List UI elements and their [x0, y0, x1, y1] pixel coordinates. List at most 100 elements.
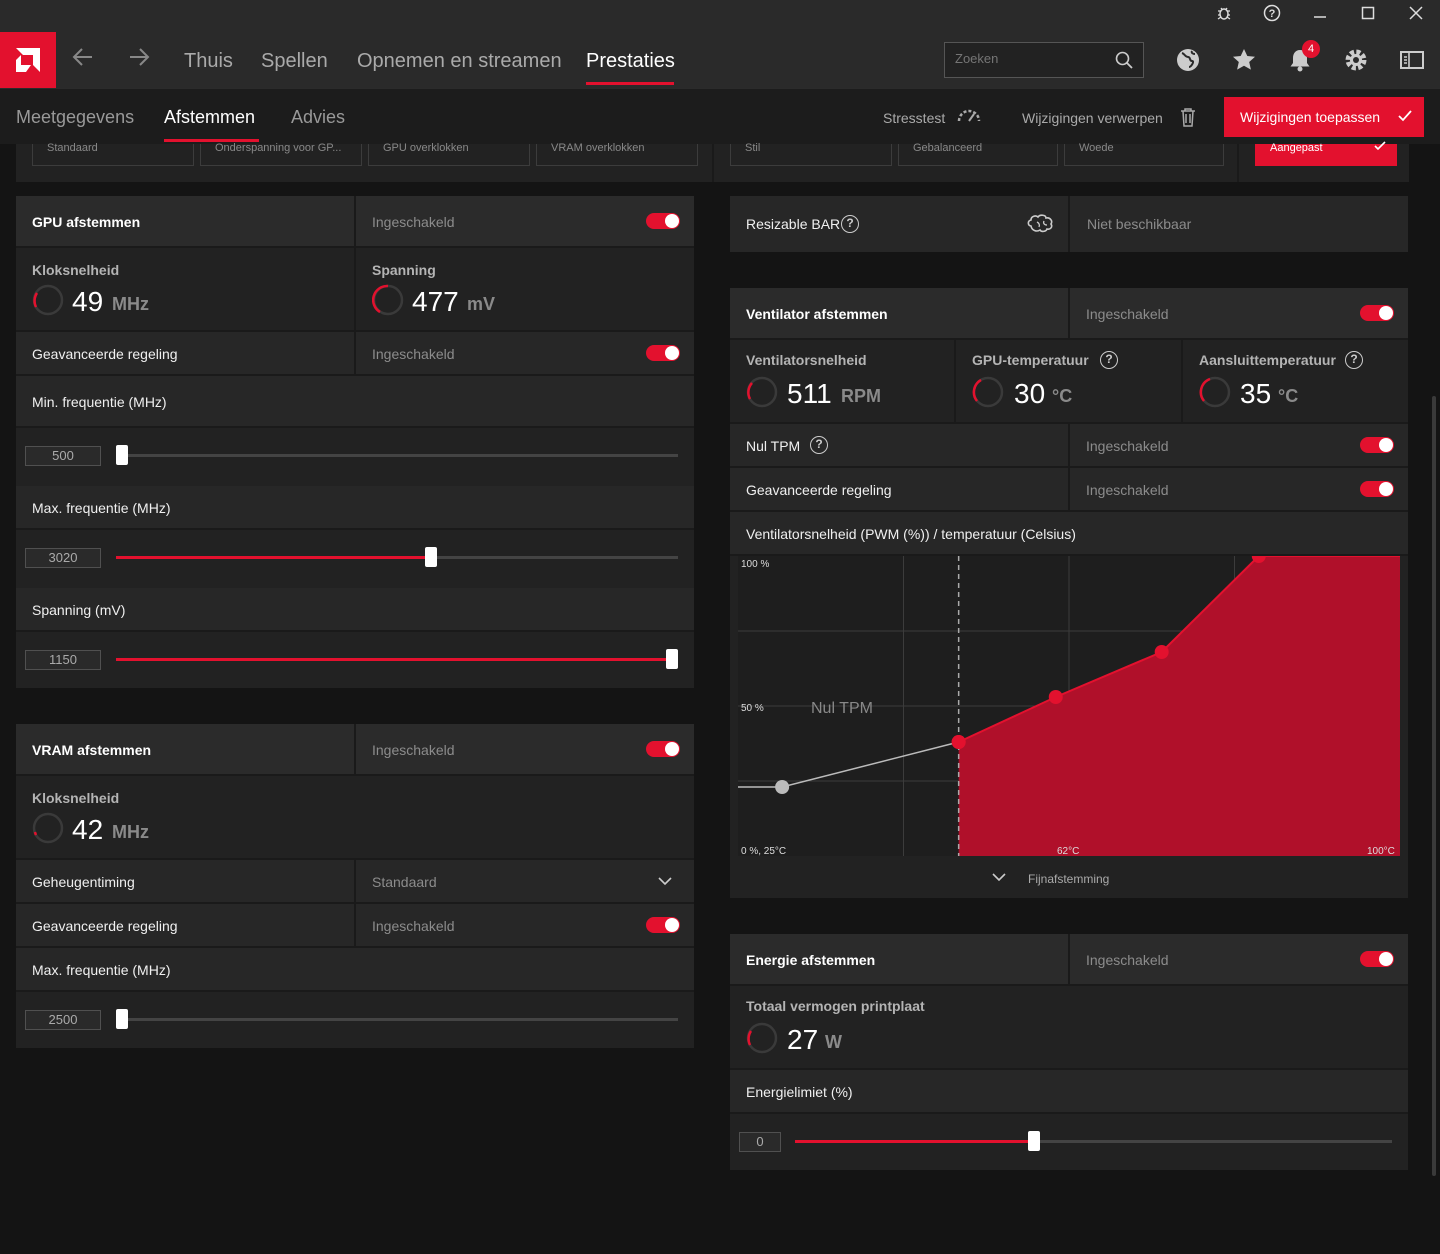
forward-arrow-icon[interactable] [128, 46, 150, 75]
clock-value: 49 [72, 286, 104, 317]
amd-logo-icon[interactable] [0, 32, 56, 88]
clock-label: Kloksnelheid [32, 262, 120, 278]
gpu-tuning-toggle[interactable] [646, 213, 680, 229]
fan-tuning-toggle[interactable] [1360, 305, 1394, 321]
preset-rage[interactable]: Woede [1064, 143, 1224, 166]
vram-max-freq-row: Max. frequentie (MHz) [16, 948, 694, 992]
slider-thumb[interactable] [1028, 1131, 1040, 1151]
trash-icon[interactable] [1180, 107, 1196, 132]
minimize-icon[interactable] [1305, 4, 1335, 28]
search-icon[interactable] [1115, 51, 1133, 69]
preset-default[interactable]: Standaard [32, 143, 194, 166]
resizable-bar-label: Resizable BAR [746, 216, 841, 232]
nav-tab-games[interactable]: Spellen [261, 50, 328, 72]
stress-test-button[interactable]: Stresstest [883, 110, 946, 126]
memory-timing-row: Geheugentiming Standaard [16, 860, 694, 904]
fine-tune-label[interactable]: Fijnafstemming [1028, 872, 1110, 886]
preset-quiet[interactable]: Stil [730, 143, 892, 166]
search-input[interactable] [955, 51, 1105, 66]
vram-max-freq-input[interactable]: 2500 [25, 1010, 101, 1030]
bug-icon[interactable] [1209, 4, 1239, 28]
notification-bell-icon[interactable]: 4 [1286, 40, 1320, 74]
max-freq-input[interactable]: 3020 [25, 548, 101, 568]
origin-label: 0 %, 25°C [741, 846, 786, 856]
gear-icon[interactable] [1342, 46, 1370, 74]
fine-tune-row[interactable]: Fijnafstemming [730, 856, 1408, 898]
vram-advanced-status: Ingeschakeld [372, 918, 455, 934]
preset-balanced[interactable]: Gebalanceerd [898, 143, 1058, 166]
max-freq-slider[interactable] [116, 547, 678, 567]
slider-thumb[interactable] [116, 1009, 128, 1029]
fan-curve-point-3[interactable] [1154, 645, 1169, 659]
maximize-icon[interactable] [1353, 4, 1383, 28]
nav-tab-record-stream[interactable]: Opnemen en streamen [357, 50, 562, 72]
speedometer-icon[interactable] [956, 106, 982, 129]
memory-timing-select[interactable]: Standaard [372, 874, 437, 890]
subtab-tuning[interactable]: Afstemmen [164, 107, 256, 127]
min-freq-slider[interactable] [116, 445, 678, 465]
chevron-down-icon[interactable] [992, 872, 1006, 882]
x-axis-mid-label: 62°C [1057, 846, 1079, 856]
voltage-label: Spanning [372, 262, 436, 278]
fan-curve-chart[interactable]: 100 % 50 % Nul TPM 0 %, 25°C 62°C 100°C [730, 556, 1408, 856]
preset-undervolt[interactable]: Onderspanning voor GP... [200, 143, 362, 166]
divider [1068, 468, 1070, 512]
nav-tab-performance[interactable]: Prestaties [586, 50, 675, 72]
notification-badge: 4 [1302, 40, 1320, 58]
zero-rpm-status: Ingeschakeld [1086, 438, 1169, 454]
board-power-gauge-icon [746, 1022, 778, 1054]
chevron-down-icon[interactable] [658, 876, 672, 886]
apply-changes-button[interactable]: Wijzigingen toepassen [1224, 97, 1424, 137]
nav-tab-home[interactable]: Thuis [184, 50, 233, 72]
voltage-mv-slider[interactable] [116, 649, 678, 669]
subtab-metrics[interactable]: Meetgegevens [16, 107, 135, 127]
min-freq-input[interactable]: 500 [25, 446, 101, 466]
divider [954, 340, 956, 424]
vram-advanced-toggle[interactable] [646, 917, 680, 933]
search-box[interactable] [944, 42, 1144, 78]
help-icon[interactable]: ? [1345, 351, 1363, 369]
subtab-advice[interactable]: Advies [291, 107, 346, 127]
vram-max-freq-slider[interactable] [116, 1009, 678, 1029]
help-icon[interactable]: ? [810, 436, 828, 454]
help-icon[interactable]: ? [1100, 351, 1118, 369]
gpu-advanced-toggle[interactable] [646, 345, 680, 361]
board-power-label: Totaal vermogen printplaat [746, 998, 925, 1014]
fan-curve-area [958, 556, 1400, 856]
preset-gpu-overclock[interactable]: GPU overklokken [368, 143, 530, 166]
voltage-mv-input[interactable]: 1150 [25, 650, 101, 670]
preset-vram-overclock[interactable]: VRAM overklokken [536, 143, 698, 166]
power-tuning-panel: Energie afstemmen Ingeschakeld Totaal ve… [730, 934, 1408, 1170]
checkmark-icon [1398, 110, 1412, 122]
back-arrow-icon[interactable] [72, 46, 94, 75]
globe-icon[interactable] [1174, 46, 1202, 74]
slider-thumb[interactable] [425, 547, 437, 567]
close-icon[interactable] [1401, 4, 1431, 28]
vram-tuning-toggle[interactable] [646, 741, 680, 757]
help-icon[interactable]: ? [841, 215, 859, 233]
star-icon[interactable] [1230, 46, 1258, 74]
sidebar-toggle-icon[interactable] [1398, 46, 1426, 74]
power-tuning-status: Ingeschakeld [1086, 952, 1169, 968]
vram-clock-gauge-icon [32, 812, 64, 844]
divider [354, 860, 356, 904]
voltage-value: 477 [412, 286, 459, 317]
zero-rpm-threshold-point[interactable] [951, 735, 966, 749]
power-limit-slider[interactable] [795, 1131, 1392, 1151]
discard-changes-button[interactable]: Wijzigingen verwerpen [1022, 110, 1163, 126]
scrollbar-thumb[interactable] [1432, 396, 1436, 1176]
slider-thumb[interactable] [666, 649, 678, 669]
slider-thumb[interactable] [116, 445, 128, 465]
help-icon[interactable]: ? [1257, 4, 1287, 28]
fan-curve-point-2[interactable] [1048, 690, 1063, 704]
divider [1068, 196, 1070, 252]
fan-advanced-status: Ingeschakeld [1086, 482, 1169, 498]
power-limit-input[interactable]: 0 [739, 1132, 781, 1152]
zero-rpm-toggle[interactable] [1360, 437, 1394, 453]
fan-curve-point-0[interactable] [775, 780, 790, 794]
top-navigation: Thuis Spellen Opnemen en streamen Presta… [0, 32, 1440, 88]
fan-curve-point-4[interactable] [1251, 556, 1266, 563]
fan-advanced-toggle[interactable] [1360, 481, 1394, 497]
power-tuning-toggle[interactable] [1360, 951, 1394, 967]
preset-custom[interactable]: Aangepast [1255, 141, 1397, 166]
